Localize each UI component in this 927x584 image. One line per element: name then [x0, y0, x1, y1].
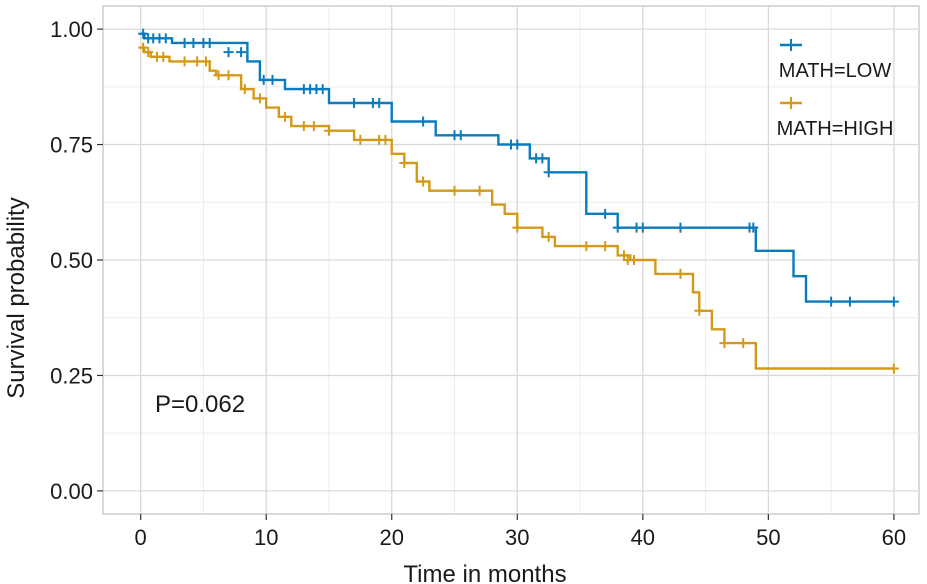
x-tick-label: 40 — [631, 525, 655, 550]
legend-label: MATH=LOW — [779, 60, 892, 82]
censor-mark-math-high — [200, 56, 211, 67]
censor-mark-math-low — [637, 222, 648, 233]
y-tick-label: 0.50 — [50, 248, 93, 273]
censor-mark-math-high — [581, 241, 592, 252]
censor-mark-math-high — [474, 185, 485, 196]
x-tick-label: 50 — [756, 525, 780, 550]
censor-mark-math-high — [418, 176, 429, 187]
censor-mark-math-low — [267, 74, 278, 85]
censor-mark-math-low — [349, 97, 360, 108]
censor-mark-math-high — [143, 47, 154, 58]
legend: MATH=LOW MATH=HIGH — [777, 39, 894, 140]
censor-mark-math-high — [543, 231, 554, 242]
censor-mark-math-high — [380, 134, 391, 145]
censor-mark-math-high — [888, 363, 899, 374]
survival-curve-math-low — [140, 32, 894, 303]
y-tick-label: 0.25 — [50, 363, 93, 388]
x-tick-label: 0 — [135, 525, 147, 550]
censor-mark-math-low — [374, 97, 385, 108]
censor-mark-math-low — [537, 153, 548, 164]
censor-mark-math-low — [418, 116, 429, 127]
censor-mark-math-high — [239, 84, 250, 95]
censor-mark-math-low — [888, 296, 899, 307]
censor-mark-math-low — [675, 222, 686, 233]
censor-mark-math-high — [179, 56, 190, 67]
censor-mark-math-low — [600, 208, 611, 219]
x-tick-label: 60 — [882, 525, 906, 550]
censor-mark-math-high — [449, 185, 460, 196]
censor-mark-math-high — [323, 125, 334, 136]
censor-mark-math-high — [298, 121, 309, 132]
censor-mark-math-high — [738, 338, 749, 349]
y-tick-label: 0.75 — [50, 133, 93, 158]
censor-mark-math-high — [399, 158, 410, 169]
censor-mark-math-low — [512, 139, 523, 150]
axis-layer: 0 10 20 30 40 50 60 0.00 0.25 0.50 0.75 1.00 — [50, 17, 906, 550]
x-tick-label: 30 — [505, 525, 529, 550]
censor-mark-math-high — [719, 338, 730, 349]
censor-mark-math-high — [512, 222, 523, 233]
censor-mark-math-low — [204, 37, 215, 48]
censor-mark-math-low — [543, 167, 554, 178]
x-axis-title: Time in months — [403, 561, 566, 584]
censor-mark-math-low — [160, 33, 171, 44]
censor-mark-math-high — [629, 255, 640, 265]
censor-mark-math-high — [254, 93, 265, 104]
censor-mark-math-high — [355, 134, 366, 145]
censor-mark-math-high — [213, 70, 224, 81]
censor-mark-math-low — [236, 47, 247, 58]
censor-mark-math-low — [223, 47, 234, 58]
censor-mark-math-low — [188, 37, 199, 48]
censor-mark-math-low — [317, 84, 328, 95]
y-tick-label: 0.00 — [50, 479, 93, 504]
censor-mark-math-high — [600, 241, 611, 252]
censor-mark-math-high — [223, 70, 234, 81]
censor-mark-math-high — [675, 268, 686, 279]
y-tick-label: 1.00 — [50, 17, 93, 42]
x-tick-label: 10 — [254, 525, 278, 550]
censor-mark-math-high — [308, 121, 319, 132]
grid-lines — [103, 6, 919, 514]
censor-mark-math-low — [844, 296, 855, 307]
censor-mark-math-high — [158, 51, 169, 62]
censor-mark-math-high — [138, 42, 149, 53]
censor-mark-math-high — [694, 305, 705, 316]
censor-mark-math-low — [138, 28, 149, 39]
censor-mark-math-low — [612, 222, 623, 233]
censor-mark-math-low — [455, 130, 466, 141]
censor-mark-math-low — [258, 74, 269, 85]
x-tick-label: 20 — [379, 525, 403, 550]
censor-mark-math-low — [826, 296, 837, 307]
legend-label: MATH=HIGH — [777, 118, 894, 140]
series-layer — [138, 28, 899, 374]
censor-mark-math-low — [748, 222, 759, 233]
censor-mark-math-low — [179, 37, 190, 48]
censor-mark-math-high — [280, 111, 291, 122]
y-axis-title: Survival probability — [3, 197, 30, 398]
censor-mark-math-high — [192, 56, 203, 67]
p-value-annotation: P=0.062 — [155, 391, 245, 418]
